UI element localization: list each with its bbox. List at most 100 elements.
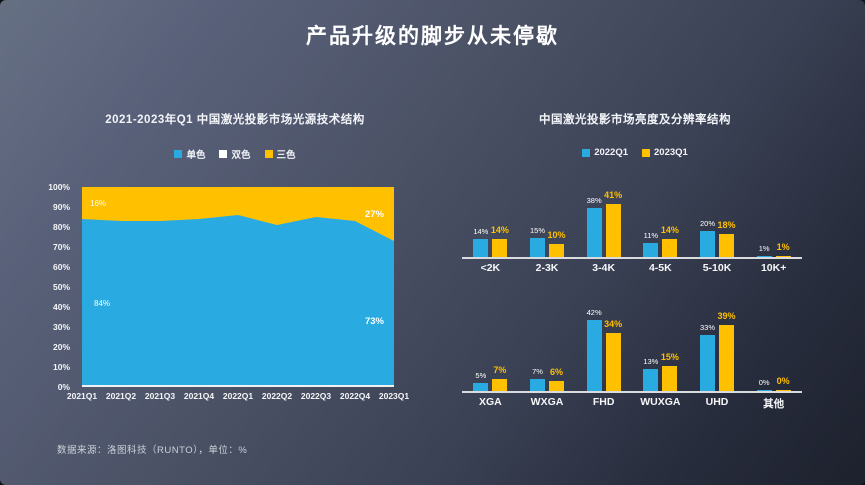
x-tick: 2021Q3 — [144, 391, 176, 401]
bars-area: 14% 14% 15% 10% 38% 41% 11% 14% 20% 18% 1% 1% — [462, 190, 802, 257]
bar-value-label: 0% — [776, 376, 790, 386]
label-monochrome-last: 73% — [364, 316, 384, 327]
x-tick: 2022Q4 — [339, 391, 371, 401]
bar-2022Q1-4-5K — [643, 242, 659, 257]
bar-value-label: 33% — [699, 322, 715, 332]
bar-2023Q1-其他 — [775, 390, 791, 391]
bar-2022Q1-XGA — [473, 382, 489, 391]
bar-2022Q1-<2K — [473, 238, 489, 257]
bar-value-label: 13% — [643, 356, 659, 366]
bar-value-label: 34% — [604, 319, 623, 330]
legend-item-2023Q1: 2023Q1 — [642, 147, 688, 158]
category-label-<2K: <2K — [480, 262, 501, 274]
bar-2023Q1-FHD — [605, 333, 621, 391]
bar-value-label: 18% — [717, 219, 736, 230]
right-chart-legend: 2022Q1 2023Q1 — [455, 147, 815, 158]
bar-2022Q1-其他 — [756, 390, 772, 391]
area-chart-svg — [82, 187, 394, 387]
legend-label: 三色 — [276, 150, 296, 161]
legend-item-单色: 单色 — [174, 147, 205, 161]
legend-item-2022Q1: 2022Q1 — [582, 147, 628, 158]
bar-2023Q1-<2K — [492, 238, 508, 257]
category-label-2-3K: 2-3K — [535, 262, 559, 274]
area-chart-y-axis: 100% 90% 80% 70% 60% 50% 40% 30% 20% 10% 0% — [34, 182, 76, 392]
bar-value-label: 41% — [604, 189, 623, 200]
bar-value-label: 1% — [776, 241, 790, 252]
bar-value-label: 0% — [758, 378, 770, 387]
bar-value-label: 10% — [547, 230, 566, 240]
bar-value-label: 5% — [475, 370, 487, 380]
bar-value-label: 15% — [660, 351, 679, 362]
y-tick: 20% — [52, 342, 70, 352]
bar-value-label: 38% — [586, 195, 602, 205]
legend-label: 双色 — [231, 150, 251, 161]
bars-area: 5% 7% 7% 6% 42% 34% 13% 15% 33% 39% 0% 0% — [462, 307, 802, 391]
bar-value-label: 42% — [586, 307, 602, 317]
bar-2022Q1-WXGA — [530, 379, 545, 391]
bar-2023Q1-10K+ — [775, 255, 791, 257]
bar-2022Q1-3-4K — [586, 207, 602, 257]
bar-value-label: 39% — [717, 310, 736, 321]
legend-swatch — [582, 148, 591, 157]
x-tick: 2021Q4 — [183, 391, 215, 401]
area-chart: 16% 84% 27% 73% — [82, 187, 394, 387]
area-chart-x-axis: 2021Q1 2021Q2 2021Q3 2021Q4 2022Q1 2022Q2 2022… — [67, 391, 409, 405]
category-label-UHD: UHD — [705, 396, 729, 408]
category-label-WXGA: WXGA — [530, 396, 564, 408]
x-axis-line — [462, 257, 802, 259]
bar-value-label: 7% — [493, 365, 507, 376]
legend-item-双色: 双色 — [219, 147, 251, 161]
brightness-bar-chart: 14% 14% 15% 10% 38% 41% 11% 14% 20% 18% 1% 1% <2K 2-3… — [462, 190, 802, 277]
legend-swatch — [264, 150, 273, 158]
category-label-10K+: 10K+ — [760, 262, 787, 274]
bar-2023Q1-2-3K — [549, 244, 564, 257]
x-tick: 2023Q1 — [378, 391, 410, 401]
bar-value-label: 6% — [549, 366, 563, 377]
y-tick: 30% — [52, 322, 70, 332]
x-axis-line — [462, 391, 802, 393]
x-tick: 2021Q2 — [105, 391, 137, 401]
resolution-bar-chart: 5% 7% 7% 6% 42% 34% 13% 15% 33% 39% 0% 0% XGA WXGA FHD… — [462, 307, 802, 411]
category-labels: <2K 2-3K 3-4K 4-5K 5-10K 10K+ — [462, 262, 802, 277]
bar-2022Q1-FHD — [586, 319, 602, 391]
bar-value-label: 14% — [490, 224, 509, 235]
y-tick: 0% — [57, 382, 70, 392]
bar-value-label: 14% — [473, 226, 489, 236]
x-tick: 2022Q2 — [261, 391, 293, 401]
bar-2022Q1-2-3K — [530, 237, 545, 257]
legend-label: 2023Q1 — [654, 147, 688, 158]
left-chart-legend: 单色 双色 三色 — [35, 147, 435, 161]
bar-2023Q1-4-5K — [662, 238, 678, 257]
legend-label: 单色 — [186, 150, 206, 161]
bar-value-label: 15% — [529, 225, 545, 235]
label-tricolor-last: 27% — [364, 209, 384, 220]
x-tick: 2021Q1 — [66, 391, 98, 401]
y-tick: 70% — [52, 242, 70, 252]
y-tick: 80% — [52, 222, 70, 232]
y-tick: 40% — [52, 302, 70, 312]
x-tick: 2022Q1 — [222, 391, 254, 401]
y-tick: 90% — [52, 202, 70, 212]
category-label-其他: 其他 — [763, 398, 785, 410]
slide-title: 产品升级的脚步从未停歇 — [306, 25, 559, 48]
bar-value-label: 7% — [532, 367, 543, 377]
x-tick: 2022Q3 — [300, 391, 332, 401]
category-label-5-10K: 5-10K — [702, 262, 732, 274]
y-tick: 100% — [48, 182, 70, 192]
y-tick: 60% — [52, 262, 70, 272]
bar-2023Q1-UHD — [719, 324, 734, 391]
category-labels: XGA WXGA FHD WUXGA UHD 其他 — [462, 396, 802, 411]
area-baseline — [82, 385, 394, 387]
legend-swatch — [219, 150, 228, 158]
category-label-XGA: XGA — [478, 396, 502, 408]
left-chart-title: 2021-2023年Q1 中国激光投影市场光源技术结构 — [105, 114, 365, 126]
source-note: 数据来源：洛图科技（RUNTO），单位：% — [57, 445, 248, 456]
bar-value-label: 14% — [660, 224, 679, 235]
bar-2023Q1-XGA — [492, 379, 508, 391]
legend-swatch — [642, 148, 650, 157]
bar-2022Q1-10K+ — [756, 255, 772, 257]
label-tricolor-first: 16% — [90, 199, 107, 208]
bar-2022Q1-UHD — [700, 334, 715, 391]
category-label-FHD: FHD — [592, 396, 615, 408]
